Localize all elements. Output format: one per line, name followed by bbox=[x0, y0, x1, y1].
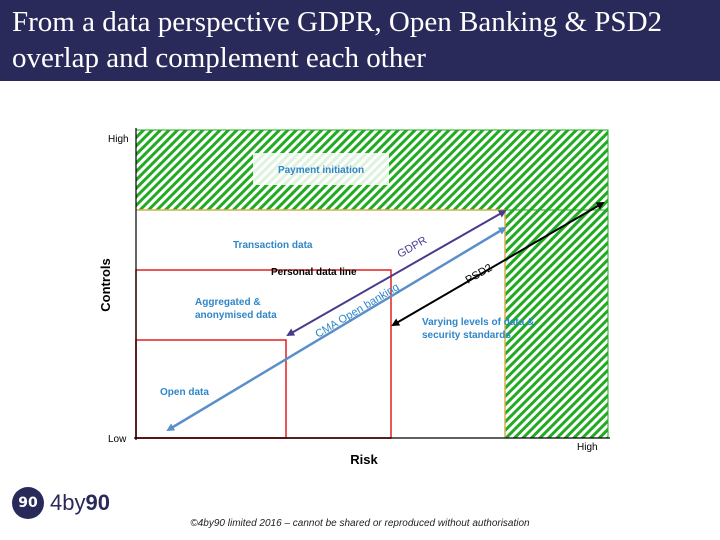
logo-wordmark: 4by90 bbox=[50, 490, 110, 516]
personal-data-box bbox=[135, 269, 392, 439]
hatched-zone-top bbox=[135, 129, 609, 211]
personal-data-line-label: Personal data line bbox=[271, 267, 357, 278]
title-bar: From a data perspective GDPR, Open Banki… bbox=[0, 0, 720, 81]
x-axis-title: Risk bbox=[350, 452, 378, 467]
page-title: From a data perspective GDPR, Open Banki… bbox=[12, 6, 663, 74]
y-axis-high-label: High bbox=[108, 134, 129, 145]
y-axis-title: Controls bbox=[98, 258, 113, 311]
copyright-footer: ©4by90 limited 2016 – cannot be shared o… bbox=[190, 518, 530, 529]
transaction-data-label: Transaction data bbox=[233, 240, 313, 251]
open-data-box bbox=[135, 339, 287, 439]
aggregated-label-line2: anonymised data bbox=[195, 310, 277, 321]
varying-levels-line1: Varying levels of data & bbox=[422, 317, 534, 328]
controls-risk-diagram: Payment initiation High Low High Risk Co… bbox=[98, 128, 610, 467]
varying-levels-line2: security standards bbox=[422, 330, 511, 341]
payment-initiation-label: Payment initiation bbox=[278, 165, 364, 176]
company-logo: 90 4by90 bbox=[12, 486, 110, 520]
aggregated-label-line1: Aggregated & bbox=[195, 297, 261, 308]
logo-text-suffix: 90 bbox=[85, 490, 110, 515]
logo-text-prefix: 4by bbox=[50, 490, 86, 515]
psd2-arrow-label: PSD2 bbox=[464, 262, 495, 287]
payment-initiation-box bbox=[253, 153, 389, 185]
logo-mark-icon: 90 bbox=[12, 487, 44, 519]
cma-arrow-label: CMA Open banking bbox=[313, 281, 401, 340]
open-data-label: Open data bbox=[160, 387, 209, 398]
y-axis-low-label: Low bbox=[108, 434, 127, 445]
x-axis-high-label: High bbox=[577, 442, 598, 453]
psd2-arrow bbox=[391, 201, 605, 327]
